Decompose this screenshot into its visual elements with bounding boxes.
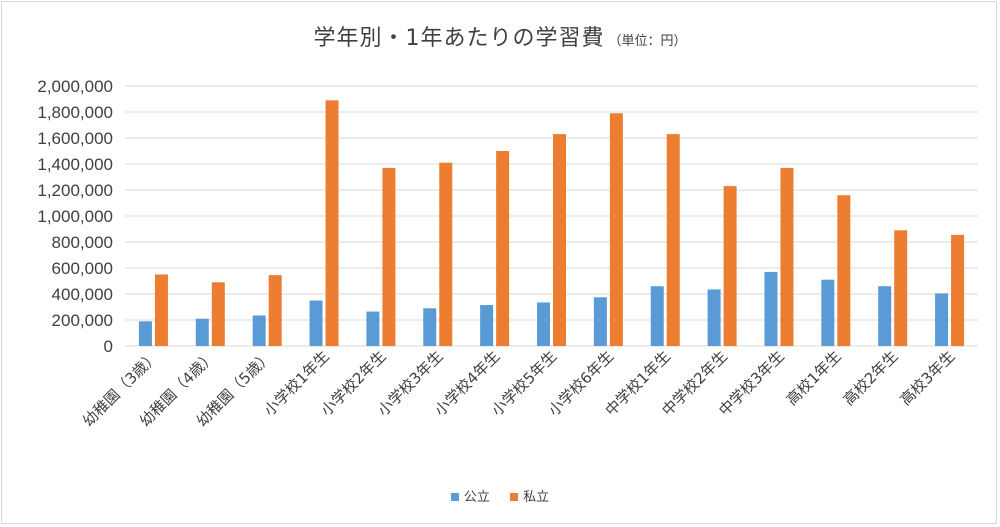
y-tick-label: 1,000,000 [37, 207, 113, 226]
bar-public [764, 271, 778, 346]
bar-private [894, 230, 908, 346]
y-tick-label: 2,000,000 [37, 77, 113, 96]
bar-private [268, 275, 282, 346]
y-tick-label: 1,200,000 [37, 181, 113, 200]
legend-item-public: 公立 [450, 486, 490, 505]
bar-private [837, 195, 851, 346]
y-tick-label: 600,000 [52, 259, 113, 278]
bar-private [951, 234, 965, 346]
bar-private [666, 134, 680, 346]
bar-public [593, 297, 607, 346]
chart-title: 学年別・1年あたりの学習費 [313, 26, 605, 51]
x-category-label: 高校2年生 [840, 347, 902, 409]
x-category-label: 高校1年生 [783, 347, 845, 409]
y-tick-label: 400,000 [52, 285, 113, 304]
bar-private [496, 151, 510, 346]
y-tick-label: 800,000 [52, 233, 113, 252]
bar-private [439, 162, 453, 346]
bar-public [935, 293, 949, 346]
y-tick-label: 1,800,000 [37, 103, 113, 122]
bar-private [553, 134, 566, 346]
bar-public [423, 308, 437, 346]
bar-private [382, 167, 396, 346]
bar-private [609, 113, 623, 346]
bar-private [780, 167, 794, 346]
bar-public [878, 286, 892, 346]
chart-unit-label: （単位：円） [608, 34, 687, 49]
legend: 公立 私立 [0, 486, 1000, 505]
y-tick-label: 1,600,000 [37, 129, 113, 148]
bar-public [707, 289, 721, 346]
legend-swatch-public [450, 493, 459, 501]
y-tick-label: 200,000 [52, 311, 113, 330]
bar-public [309, 300, 323, 346]
bar-public [650, 286, 664, 346]
bar-private [723, 186, 737, 346]
legend-label-private: 私立 [523, 490, 550, 505]
legend-label-public: 公立 [463, 490, 490, 505]
legend-swatch-private [510, 493, 519, 501]
bar-private [211, 282, 225, 346]
bar-public [366, 311, 380, 346]
bar-public [537, 302, 550, 346]
bar-public [480, 305, 494, 346]
y-tick-label: 0 [104, 337, 113, 356]
bar-public [195, 318, 209, 346]
bar-private [325, 100, 339, 346]
bar-public [252, 315, 266, 346]
chart-title-block: 学年別・1年あたりの学習費 （単位：円） [0, 20, 1000, 52]
bar-public [138, 321, 152, 346]
bar-private [154, 274, 168, 346]
x-category-label: 高校3年生 [896, 347, 958, 409]
bar-public [821, 279, 835, 346]
y-tick-label: 1,400,000 [37, 155, 113, 174]
legend-item-private: 私立 [510, 486, 549, 505]
